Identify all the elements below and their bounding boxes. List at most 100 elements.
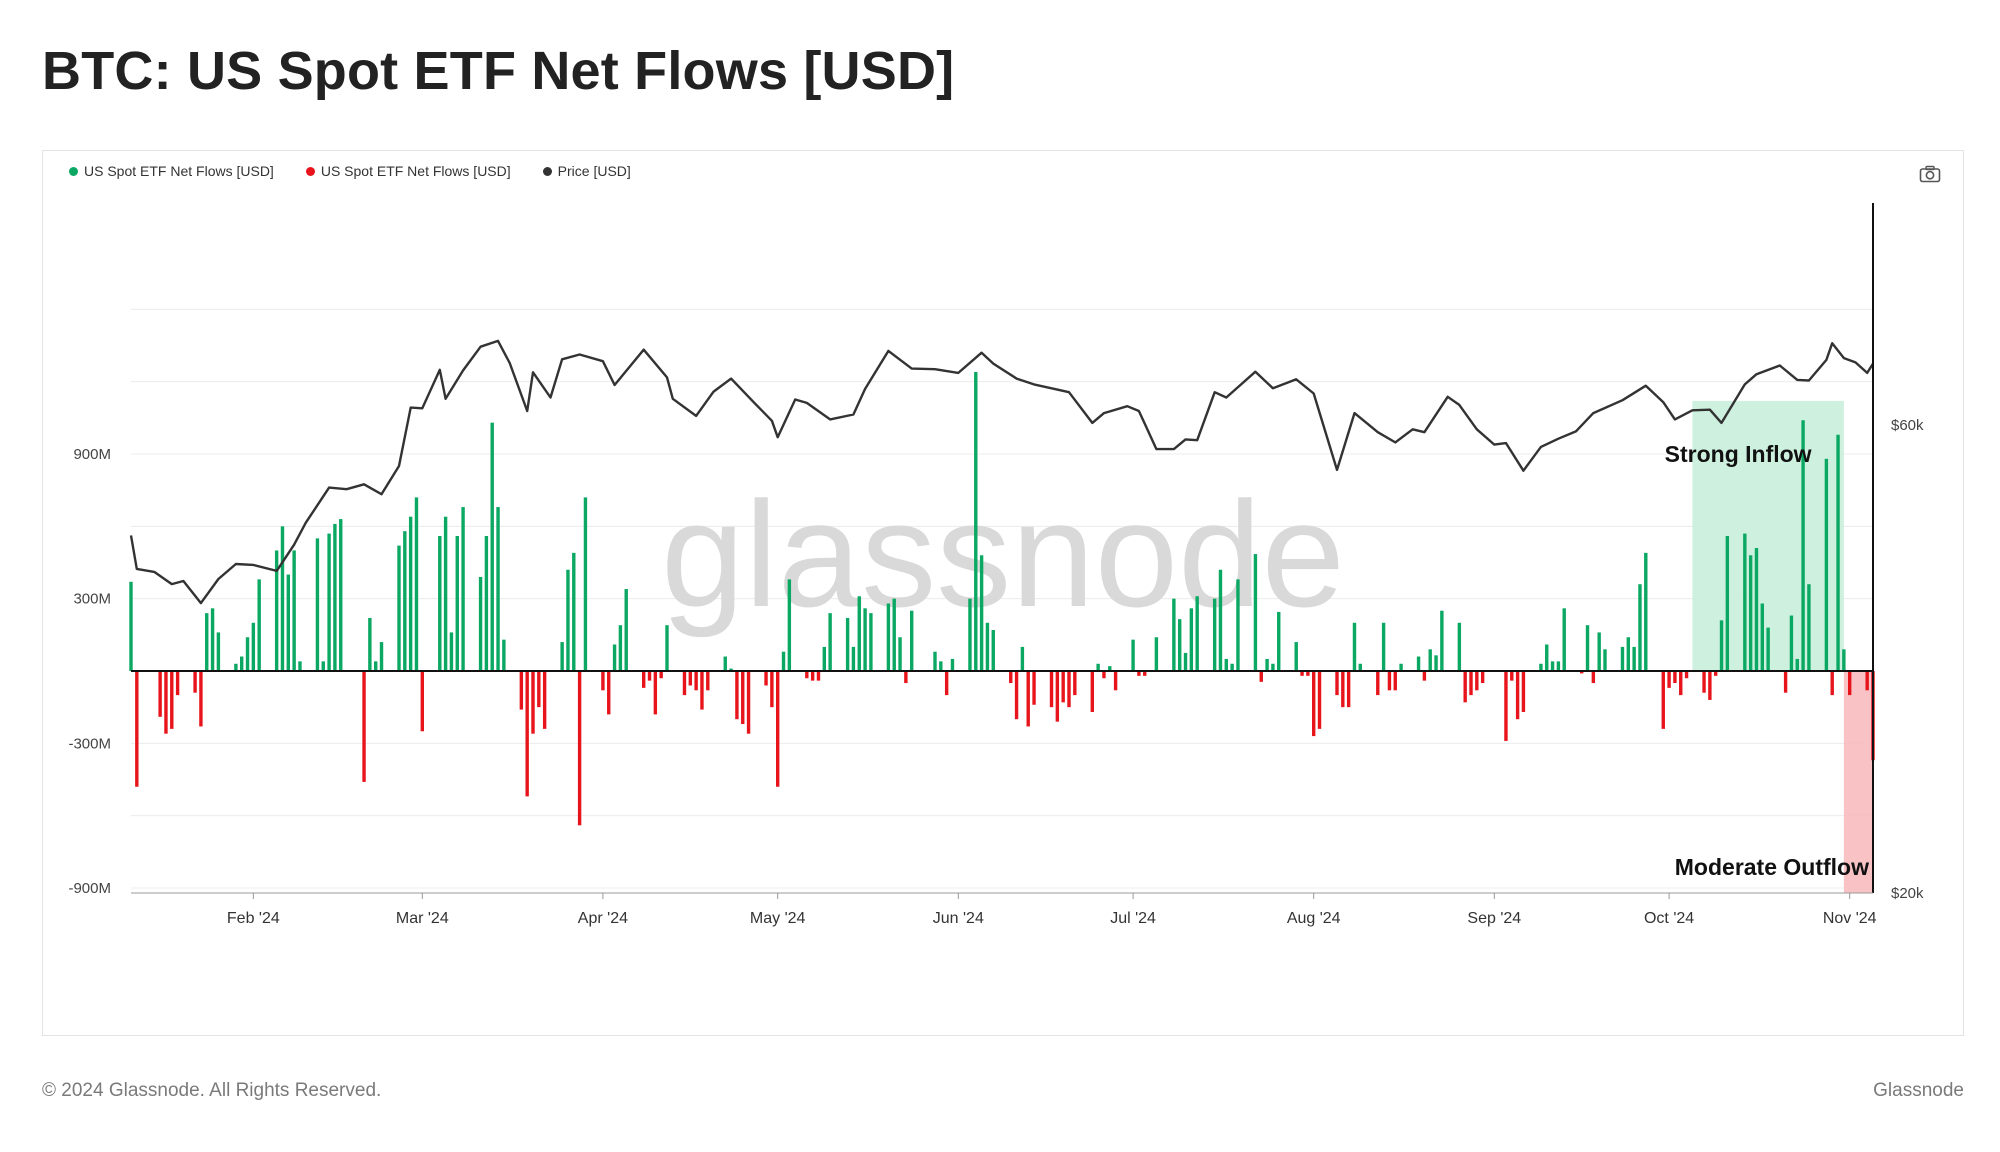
inflow-bar [1212, 598, 1217, 671]
inflow-bar [1754, 548, 1759, 671]
annotation-zones [1692, 400, 1873, 893]
inflow-bar [368, 617, 372, 671]
inflow-bar [1381, 622, 1386, 671]
legend-dot-inflow [69, 166, 78, 176]
inflow-bar [210, 608, 215, 671]
inflow-bar [1748, 555, 1753, 671]
outflow-bar [700, 671, 704, 710]
chart-legend: US Spot ETF Net Flows [USD] US Spot ETF … [69, 163, 631, 179]
outflow-bar [1113, 671, 1118, 691]
inflow-bar [781, 651, 786, 671]
outflow-bar [1847, 671, 1852, 696]
inflow-bar [665, 625, 669, 671]
outflow-bar [420, 671, 425, 732]
x-tick-label: Mar '24 [396, 910, 449, 927]
outflow-bar [1679, 671, 1683, 696]
inflow-bar [129, 581, 133, 671]
outflow-bar [1463, 671, 1467, 703]
inflow-bar [257, 579, 261, 671]
inflow-bar [379, 642, 384, 671]
outflow-bar [519, 671, 524, 710]
outflow-bar [1317, 671, 1322, 729]
inflow-bar [583, 497, 588, 671]
inflow-bar [1807, 584, 1811, 671]
inflow-bar [1172, 598, 1176, 671]
outflow-bar [810, 671, 815, 681]
outflow-bar [158, 671, 162, 717]
annotation-labels: Strong Inflow Moderate Outflow [1665, 441, 1869, 880]
inflow-bar [1760, 603, 1765, 671]
outflow-bar [1032, 671, 1036, 705]
inflow-bar [443, 516, 448, 671]
outflow-bar [735, 671, 739, 720]
outflow-bar [1865, 671, 1869, 691]
inflow-bar [968, 598, 972, 671]
inflow-bar [397, 545, 401, 671]
inflow-bar [321, 661, 325, 671]
inflow-bar [373, 661, 378, 671]
inflow-bar [408, 516, 413, 671]
inflow-bar [1585, 625, 1590, 671]
outflow-bar [1579, 671, 1584, 674]
outflow-bar [607, 671, 611, 715]
inflow-bar [869, 613, 873, 671]
inflow-bar [723, 656, 727, 671]
inflow-bar [572, 552, 576, 671]
watermark: glassnode [661, 470, 1345, 638]
inflow-bar [1824, 458, 1829, 671]
outflow-bar [199, 671, 203, 727]
inflow-bar [1131, 639, 1135, 671]
outflow-bar [1422, 671, 1427, 681]
inflow-bar [979, 555, 984, 671]
inflow-bar [1434, 655, 1438, 671]
legend-item-price[interactable]: Price [USD] [542, 163, 631, 179]
legend-item-inflow[interactable]: US Spot ETF Net Flows [USD] [69, 163, 274, 179]
legend-label-outflow: US Spot ETF Net Flows [USD] [320, 163, 511, 179]
inflow-bar [292, 550, 296, 671]
outflow-bar [1684, 671, 1689, 679]
inflow-bar [484, 535, 489, 671]
inflow-bar [461, 507, 465, 671]
inflow-bar [339, 519, 343, 671]
inflow-bar [886, 603, 891, 671]
outflow-bar [1341, 671, 1345, 708]
inflow-bar [1440, 610, 1444, 671]
x-tick-label: Jul '24 [1110, 910, 1156, 927]
inflow-bar [1428, 649, 1432, 671]
outflow-bar [1713, 671, 1718, 676]
inflow-bar [845, 617, 850, 671]
inflow-bar [892, 598, 896, 671]
inflow-bar [1842, 649, 1846, 671]
inflow-bar [1766, 627, 1770, 671]
inflow-bar [1177, 619, 1182, 671]
inflow-bar [1399, 663, 1403, 671]
outflow-bar [1346, 671, 1351, 708]
inflow-bar [1224, 658, 1229, 671]
inflow-bar [1795, 658, 1799, 671]
x-tick-label: Oct '24 [1644, 910, 1694, 927]
inflow-bar [1265, 658, 1269, 671]
inflow-bar [857, 596, 861, 671]
inflow-zone [1692, 400, 1844, 671]
outflow-bar [1708, 671, 1712, 700]
inflow-bar [1189, 608, 1194, 671]
outflow-bar [1504, 671, 1508, 741]
inflow-bar [1644, 552, 1648, 671]
inflow-bar [1416, 656, 1421, 671]
outflow-zone [1843, 671, 1873, 893]
outflow-bar [525, 671, 529, 797]
legend-item-outflow[interactable]: US Spot ETF Net Flows [USD] [305, 163, 511, 179]
inflow-bar [1271, 663, 1275, 671]
outflow-bar [805, 671, 809, 679]
inflow-bar [251, 622, 256, 671]
inflow-bar [1218, 569, 1223, 671]
inflow-bar [933, 651, 937, 671]
inflow-bar [1236, 579, 1240, 671]
x-tick-label: Sep '24 [1467, 910, 1521, 927]
inflow-bar [1638, 584, 1642, 671]
camera-icon[interactable] [1919, 165, 1941, 183]
inflow-bar [478, 576, 483, 671]
footer-copyright: © 2024 Glassnode. All Rights Reserved. [42, 1080, 382, 1101]
inflow-bar [1801, 420, 1805, 671]
outflow-bar [1830, 671, 1834, 696]
